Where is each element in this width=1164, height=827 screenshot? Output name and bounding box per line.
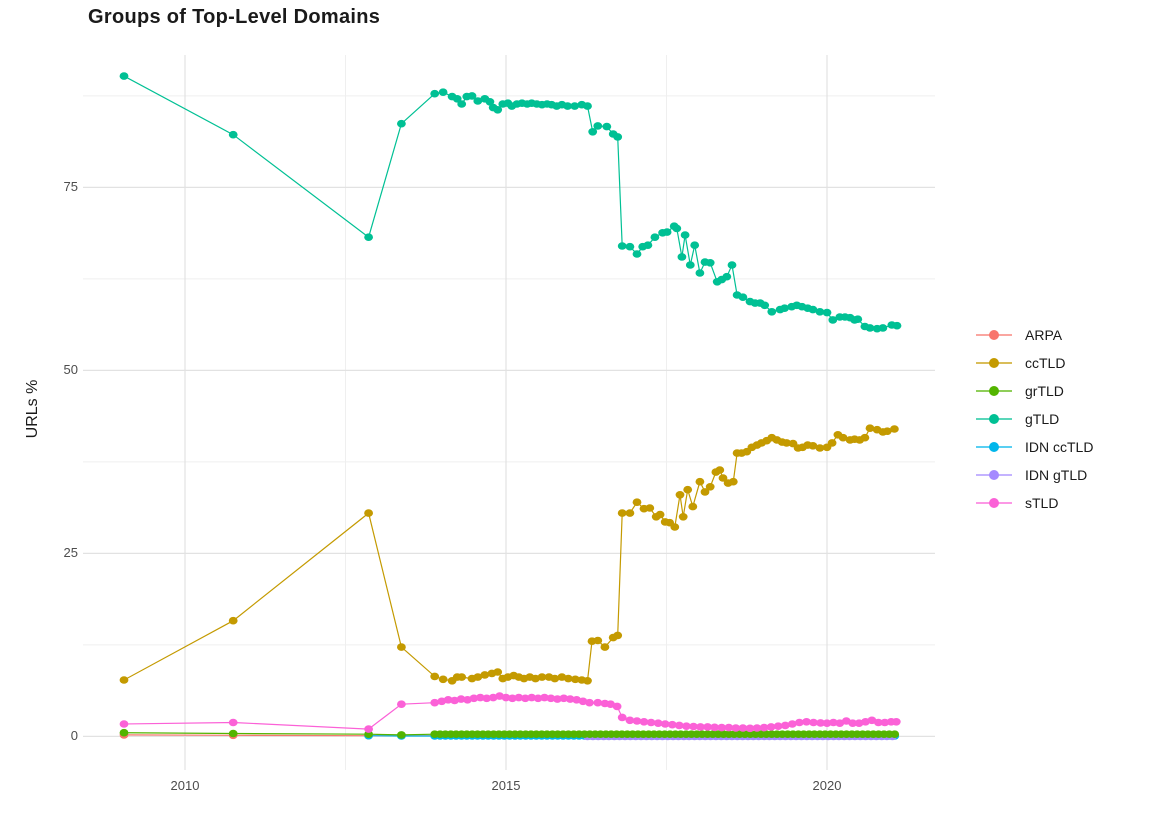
legend-label: IDN gTLD [1025, 467, 1088, 483]
legend-key-icon [976, 470, 1012, 480]
series-line-cctld [123, 427, 895, 682]
legend-item-stld: sTLD [976, 489, 1093, 517]
x-tick-label: 2010 [170, 778, 200, 793]
legend-label: sTLD [1025, 495, 1059, 511]
series-points-cctld [119, 424, 899, 685]
legend-item-arpa: ARPA [976, 321, 1093, 349]
legend-label: IDN ccTLD [1025, 439, 1094, 455]
legend-key-icon [976, 498, 1012, 508]
legend-item-gtld: gTLD [976, 405, 1093, 433]
legend-key-icon [976, 330, 1012, 340]
x-tick-label: 2020 [812, 778, 842, 793]
legend-item-idn-gtld: IDN gTLD [976, 461, 1093, 489]
legend-key-icon [976, 442, 1012, 452]
legend-key-icon [976, 414, 1012, 424]
legend: ARPA ccTLD grTLD gTLD IDN ccTLD IDN gTLD sTLD [976, 321, 1093, 517]
legend-label: gTLD [1025, 411, 1060, 427]
series-points-stld [119, 692, 901, 733]
legend-item-grtld: grTLD [976, 377, 1093, 405]
x-tick-label: 2015 [491, 778, 521, 793]
y-axis-title: URLs % [24, 379, 41, 439]
legend-key-icon [976, 358, 1012, 368]
series-points-gtld [119, 72, 902, 333]
y-tick-label: 0 [70, 728, 78, 744]
series-points-grtld [119, 728, 900, 739]
legend-item-cctld: ccTLD [976, 349, 1093, 377]
chart-title: Groups of Top-Level Domains [88, 6, 381, 28]
y-tick-label: 25 [63, 545, 78, 561]
legend-label: grTLD [1025, 383, 1064, 399]
y-tick-label: 50 [63, 362, 78, 378]
series-line-gtld [123, 75, 898, 330]
legend-label: ARPA [1025, 327, 1063, 343]
y-tick-label: 75 [63, 179, 78, 195]
legend-label: ccTLD [1025, 355, 1066, 371]
legend-item-idn-cctld: IDN ccTLD [976, 433, 1093, 461]
legend-key-icon [976, 386, 1012, 396]
